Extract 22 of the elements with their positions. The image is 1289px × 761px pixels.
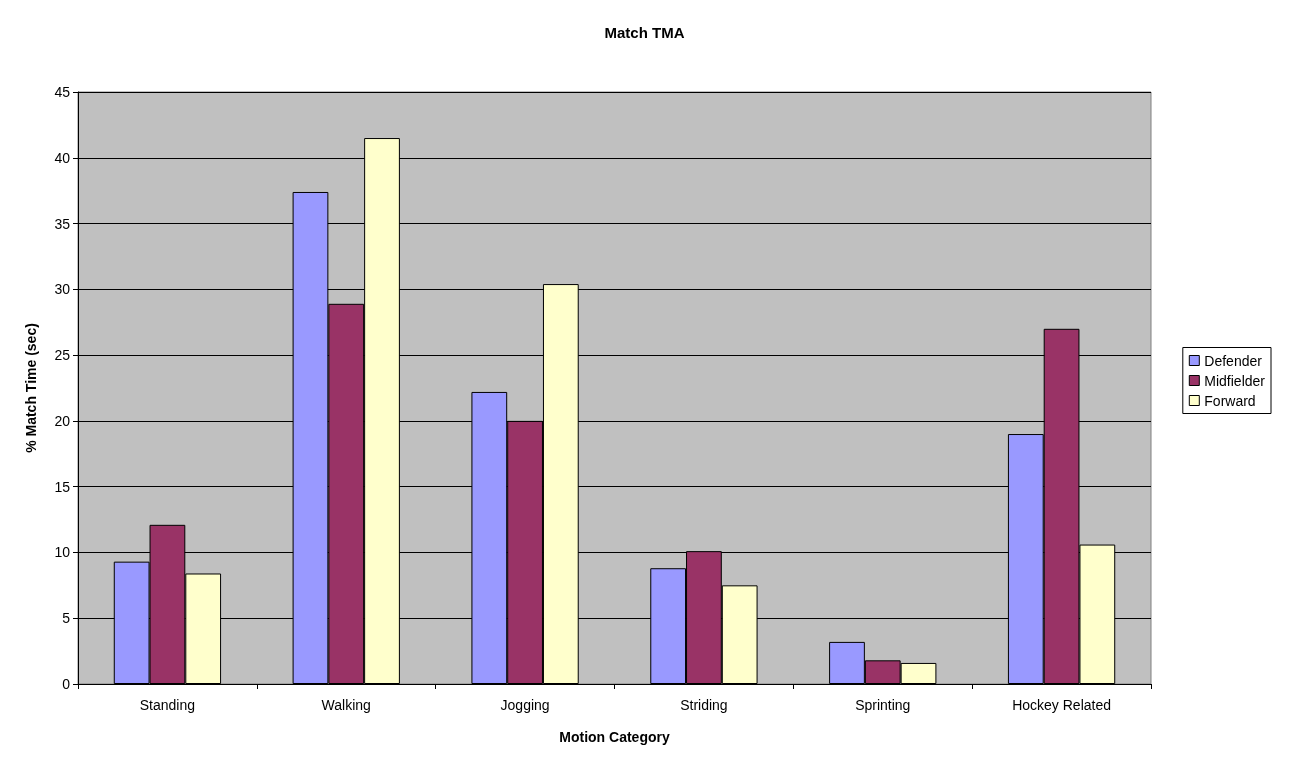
y-axis-title: % Match Time (sec) [23,323,39,453]
y-tick-label: 35 [54,215,71,232]
y-tick-label: 45 [54,84,71,100]
chart-title: Match TMA [604,24,685,41]
legend-label: Defender [1204,352,1263,369]
y-tick-label: 40 [54,149,71,166]
x-tick-label: Walking [321,697,371,713]
x-tick-label: Standing [139,697,196,713]
x-tick-label: Hockey Related [1012,697,1111,713]
legend-label: Forward [1204,392,1256,409]
y-tick-label: 15 [54,478,71,495]
y-tick-label: 25 [54,347,71,364]
y-tick-label: 10 [54,544,71,561]
x-axis-title: Motion Category [559,729,670,745]
y-tick-label: 30 [54,281,71,298]
x-tick-label: Jogging [500,697,550,713]
y-tick-label: 0 [62,676,71,692]
y-tick-label: 5 [62,610,71,627]
legend-label: Midfielder [1204,372,1266,389]
x-tick-label: Sprinting [855,697,911,713]
x-tick-label: Striding [680,697,728,713]
y-tick-label: 20 [54,412,71,429]
